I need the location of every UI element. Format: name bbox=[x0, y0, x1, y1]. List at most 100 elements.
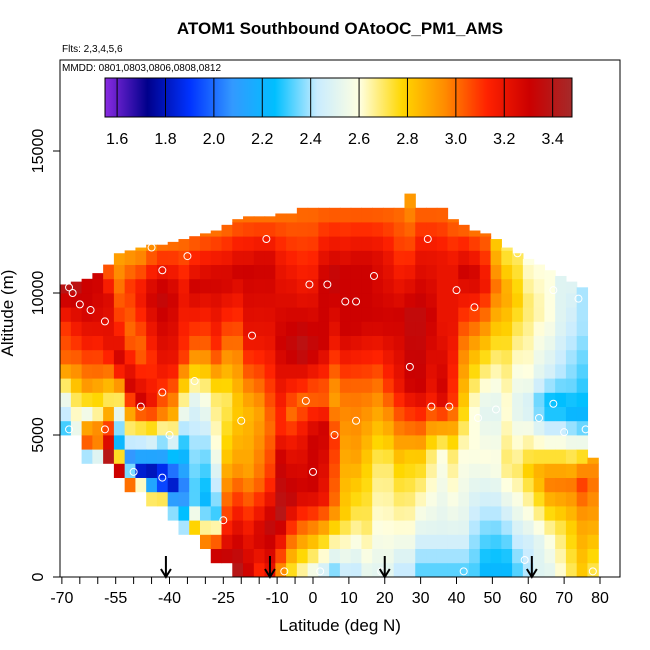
heatmap-cell bbox=[576, 307, 589, 322]
heatmap-cell bbox=[189, 321, 201, 336]
heatmap-cell bbox=[124, 449, 137, 464]
heatmap-cell bbox=[264, 321, 276, 336]
heatmap-cell bbox=[447, 435, 459, 450]
heatmap-cell bbox=[522, 435, 535, 450]
heatmap-cell bbox=[318, 378, 330, 393]
heatmap-cell bbox=[329, 491, 341, 507]
heatmap-cell bbox=[555, 335, 567, 351]
heatmap-cell bbox=[178, 463, 190, 478]
heatmap-cell bbox=[469, 378, 481, 393]
heatmap-cell bbox=[458, 548, 470, 564]
heatmap-cell bbox=[92, 278, 104, 294]
heatmap-cell bbox=[393, 435, 406, 450]
heatmap-cell bbox=[307, 349, 319, 365]
heatmap-cell bbox=[382, 477, 395, 493]
heatmap-cell bbox=[458, 250, 470, 265]
heatmap-cell bbox=[479, 491, 492, 507]
heatmap-cell bbox=[178, 349, 190, 365]
heatmap-cell bbox=[253, 406, 266, 422]
heatmap-cell bbox=[286, 213, 298, 223]
heatmap-cell bbox=[436, 491, 449, 507]
x-tick-label: -55 bbox=[104, 590, 127, 607]
heatmap-cell bbox=[275, 321, 287, 336]
heatmap-cell bbox=[361, 264, 373, 280]
heatmap-cell bbox=[565, 420, 578, 436]
heatmap-cell bbox=[135, 435, 147, 450]
heatmap-cell bbox=[404, 548, 416, 564]
heatmap-cell bbox=[447, 349, 459, 365]
heatmap-cell bbox=[156, 406, 169, 422]
heatmap-cell bbox=[469, 293, 481, 308]
heatmap-cell bbox=[178, 293, 190, 308]
heatmap-cell bbox=[426, 321, 438, 336]
heatmap-cell bbox=[178, 406, 190, 422]
heatmap-cell bbox=[178, 307, 190, 322]
heatmap-cell bbox=[479, 293, 492, 308]
heatmap-cell bbox=[415, 506, 427, 521]
heatmap-cell bbox=[393, 207, 406, 223]
heatmap-cell bbox=[113, 378, 126, 393]
heatmap-cell bbox=[544, 477, 556, 493]
heatmap-cell bbox=[189, 349, 201, 365]
heatmap-cell bbox=[555, 275, 567, 280]
heatmap-cell bbox=[404, 364, 416, 379]
heatmap-cell bbox=[576, 491, 589, 507]
heatmap-cell bbox=[361, 406, 373, 422]
heatmap-cell bbox=[253, 449, 266, 464]
x-tick-label: -25 bbox=[212, 590, 235, 607]
heatmap-cell bbox=[103, 335, 115, 351]
heatmap-cell bbox=[232, 463, 244, 478]
heatmap-cell bbox=[393, 349, 406, 365]
heatmap-cell bbox=[329, 435, 341, 450]
heatmap-cell bbox=[426, 222, 438, 237]
heatmap-cell bbox=[81, 449, 93, 464]
heatmap-cell bbox=[221, 392, 233, 407]
colorbar-tick-label: 3.0 bbox=[445, 131, 467, 148]
heatmap-cell bbox=[339, 534, 352, 549]
heatmap-cell bbox=[81, 378, 93, 393]
heatmap-cell bbox=[436, 307, 449, 322]
heatmap-cell bbox=[372, 406, 384, 422]
heatmap-cell bbox=[296, 321, 309, 336]
heatmap-cell bbox=[307, 278, 319, 294]
heatmap-cell bbox=[178, 335, 190, 351]
observation-point bbox=[248, 331, 257, 340]
heatmap-cell bbox=[393, 392, 406, 407]
heatmap-cell bbox=[372, 250, 384, 265]
heatmap-cell bbox=[415, 264, 427, 280]
heatmap-cell bbox=[393, 293, 406, 308]
heatmap-cell bbox=[189, 435, 201, 450]
heatmap-cell bbox=[156, 463, 169, 478]
heatmap-cell bbox=[447, 449, 459, 464]
heatmap-cell bbox=[243, 534, 255, 549]
heatmap-cell bbox=[199, 506, 212, 521]
heatmap-cell bbox=[361, 491, 373, 507]
x-tick-label: 70 bbox=[555, 590, 573, 607]
heatmap-cell bbox=[178, 264, 190, 280]
heatmap-cell bbox=[339, 562, 352, 577]
heatmap-cell bbox=[339, 364, 352, 379]
heatmap-cell bbox=[544, 435, 556, 450]
heatmap-cell bbox=[382, 236, 395, 251]
heatmap-cell bbox=[124, 335, 137, 351]
heatmap-cell bbox=[124, 293, 137, 308]
heatmap-cell bbox=[296, 420, 309, 436]
heatmap-cell bbox=[113, 307, 126, 322]
heatmap-cell bbox=[458, 335, 470, 351]
heatmap-cell bbox=[501, 307, 513, 322]
heatmap-cell bbox=[415, 378, 427, 393]
heatmap-cell bbox=[146, 435, 158, 450]
heatmap-cell bbox=[404, 222, 416, 237]
heatmap-cell bbox=[275, 335, 287, 351]
heatmap-cell bbox=[210, 534, 223, 549]
heatmap-cell bbox=[70, 364, 83, 379]
heatmap-cell bbox=[339, 307, 352, 322]
observation-point bbox=[65, 283, 74, 292]
heatmap-cell bbox=[221, 236, 233, 251]
heatmap-cell bbox=[501, 562, 513, 577]
heatmap-cell bbox=[232, 378, 244, 393]
heatmap-cell bbox=[243, 335, 255, 351]
observation-point bbox=[513, 249, 522, 258]
heatmap-cell bbox=[469, 506, 481, 521]
heatmap-cell bbox=[329, 420, 341, 436]
